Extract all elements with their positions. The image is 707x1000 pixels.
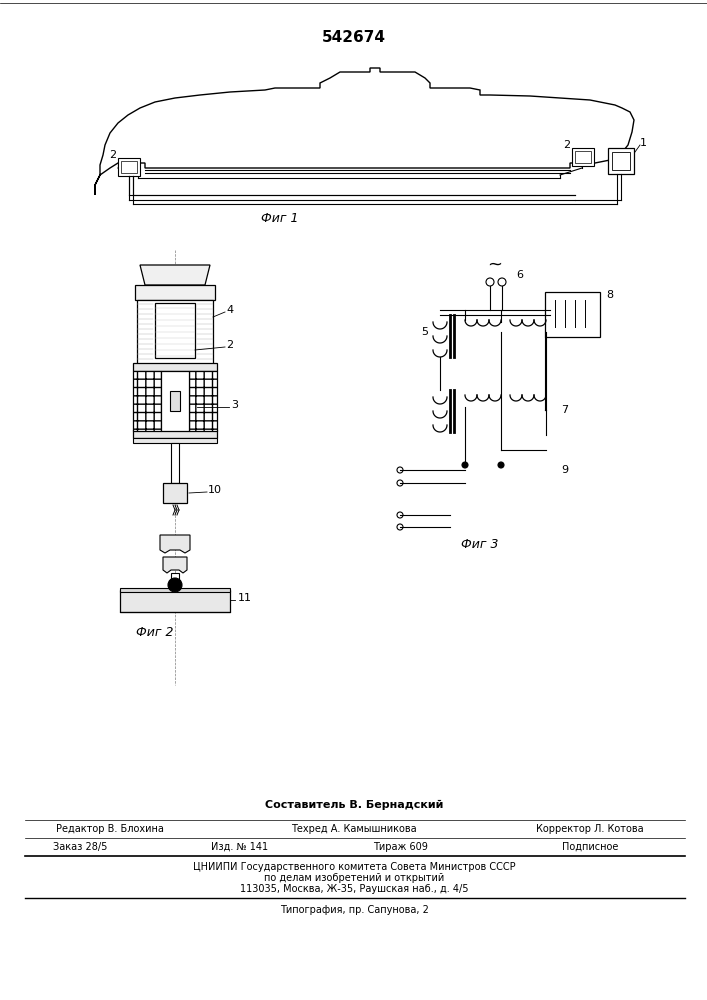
Text: Составитель В. Бернадский: Составитель В. Бернадский xyxy=(265,800,443,810)
Text: 5: 5 xyxy=(421,327,428,337)
Bar xyxy=(161,371,189,431)
Text: Изд. № 141: Изд. № 141 xyxy=(211,842,269,852)
Bar xyxy=(189,371,217,431)
Bar xyxy=(575,151,591,163)
Bar xyxy=(133,430,217,438)
Text: ЦНИИПИ Государственного комитета Совета Министров СССР: ЦНИИПИ Государственного комитета Совета … xyxy=(193,862,515,872)
Text: Фиг 1: Фиг 1 xyxy=(262,212,299,225)
Text: 2: 2 xyxy=(110,150,117,160)
Text: 542674: 542674 xyxy=(322,30,386,45)
Bar xyxy=(572,148,594,166)
Bar xyxy=(170,391,180,411)
Text: 2: 2 xyxy=(563,140,571,150)
Bar xyxy=(133,438,217,443)
Text: 4: 4 xyxy=(226,305,233,315)
Bar xyxy=(120,590,230,612)
Text: Заказ 28/5: Заказ 28/5 xyxy=(53,842,107,852)
Polygon shape xyxy=(163,557,187,573)
Text: Фиг 2: Фиг 2 xyxy=(136,626,174,639)
Circle shape xyxy=(498,462,504,468)
Text: 7: 7 xyxy=(561,405,568,415)
Text: Корректор Л. Котова: Корректор Л. Котова xyxy=(536,824,644,834)
Bar xyxy=(121,161,137,173)
Text: Подписное: Подписное xyxy=(562,842,618,852)
Circle shape xyxy=(462,462,468,468)
Bar xyxy=(612,152,630,170)
Bar xyxy=(137,300,213,365)
Text: 11: 11 xyxy=(238,593,252,603)
Text: Техред А. Камышникова: Техред А. Камышникова xyxy=(291,824,417,834)
Bar xyxy=(608,148,634,174)
Bar xyxy=(133,371,161,431)
Text: по делам изобретений и открытий: по делам изобретений и открытий xyxy=(264,873,444,883)
Polygon shape xyxy=(140,265,210,285)
Bar xyxy=(155,303,195,358)
Text: Тираж 609: Тираж 609 xyxy=(373,842,428,852)
Bar xyxy=(545,292,600,337)
Text: 1: 1 xyxy=(640,138,646,148)
Text: Типография, пр. Сапунова, 2: Типография, пр. Сапунова, 2 xyxy=(279,905,428,915)
Bar xyxy=(135,285,215,300)
Text: 8: 8 xyxy=(607,290,614,300)
Text: 113035, Москва, Ж-35, Раушская наб., д. 4/5: 113035, Москва, Ж-35, Раушская наб., д. … xyxy=(240,884,468,894)
Bar xyxy=(171,573,179,588)
Bar xyxy=(133,363,217,371)
Text: 10: 10 xyxy=(208,485,222,495)
Text: 6: 6 xyxy=(517,270,523,280)
Text: Фиг 3: Фиг 3 xyxy=(461,538,498,552)
Text: Редактор В. Блохина: Редактор В. Блохина xyxy=(56,824,164,834)
Bar xyxy=(120,588,230,592)
Text: 9: 9 xyxy=(561,465,568,475)
Text: 3: 3 xyxy=(231,400,238,410)
Polygon shape xyxy=(160,535,190,553)
Text: ~: ~ xyxy=(488,256,503,274)
Bar xyxy=(171,443,179,483)
Bar xyxy=(118,158,140,176)
Circle shape xyxy=(168,578,182,592)
Text: 2: 2 xyxy=(226,340,233,350)
Bar xyxy=(163,483,187,503)
